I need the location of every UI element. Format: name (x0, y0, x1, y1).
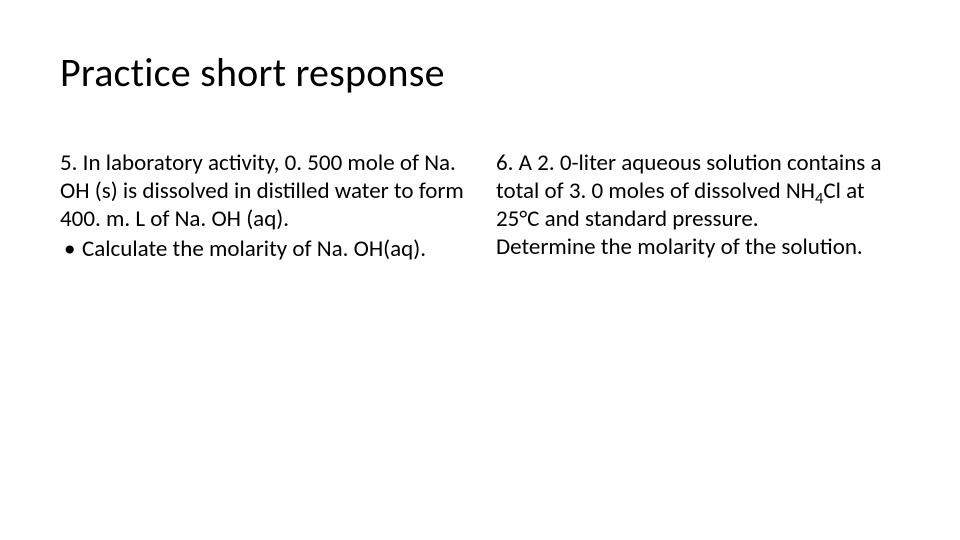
question-5-bullet-text: Calculate the molarity of Na. OH(aq). (82, 235, 464, 263)
question-6-stem: 6. A 2. 0-liter aqueous solution contain… (496, 149, 900, 233)
slide: Practice short response 5. In laboratory… (0, 0, 960, 540)
right-column: 6. A 2. 0-liter aqueous solution contain… (496, 149, 900, 263)
question-5-stem: 5. In laboratory activity, 0. 500 mole o… (60, 149, 464, 233)
left-column: 5. In laboratory activity, 0. 500 mole o… (60, 149, 464, 263)
content-columns: 5. In laboratory activity, 0. 500 mole o… (60, 149, 900, 263)
slide-title: Practice short response (60, 48, 900, 97)
question-5-bullet: • Calculate the molarity of Na. OH(aq). (60, 235, 464, 263)
question-6-prompt: Determine the molarity of the solution. (496, 233, 900, 261)
bullet-icon: • (60, 235, 82, 263)
